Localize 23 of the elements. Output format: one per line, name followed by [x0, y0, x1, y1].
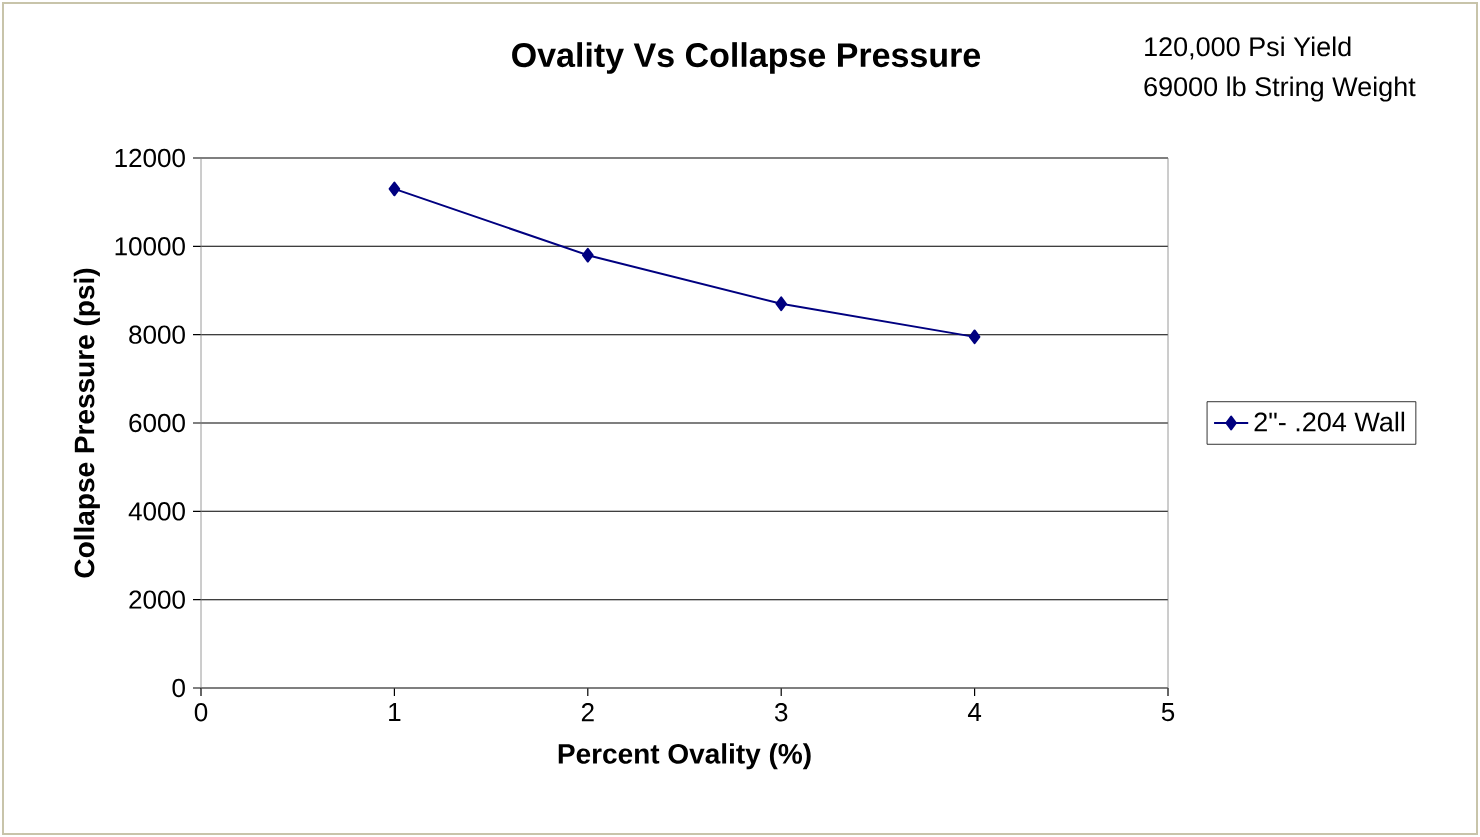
- x-tick-label: 1: [389, 703, 401, 721]
- text: 120,000 Psi Yield: [1145, 36, 1351, 60]
- y-tick-label: 0: [172, 678, 185, 698]
- x-tick-label: 2: [581, 703, 594, 722]
- legend-label: 2"- .204 Wall: [1254, 411, 1405, 432]
- y-tick-label: 2000: [129, 590, 185, 609]
- x-tick-label: 4: [967, 703, 982, 721]
- text: 69000 lb String Weight: [1144, 76, 1416, 102]
- point: [775, 296, 787, 312]
- y-tick-label: 12000: [115, 148, 185, 168]
- x-axis-title: Percent Ovality (%): [558, 743, 811, 770]
- point: [582, 247, 594, 263]
- x-tick-label: 0: [194, 703, 208, 722]
- point: [388, 181, 401, 197]
- y-axis-title: Collapse Pressure (psi): [73, 268, 100, 578]
- y-tick-label: 4000: [128, 502, 185, 521]
- y-tick-label: 8000: [129, 325, 185, 344]
- x-tick-label: 3: [774, 703, 788, 722]
- y-tick-label: 10000: [115, 237, 185, 256]
- y-tick-label: 6000: [129, 413, 185, 433]
- point: [968, 329, 981, 345]
- chart-title: Ovality Vs Collapse Pressure: [512, 42, 981, 74]
- x-tick-label: 5: [1161, 703, 1175, 722]
